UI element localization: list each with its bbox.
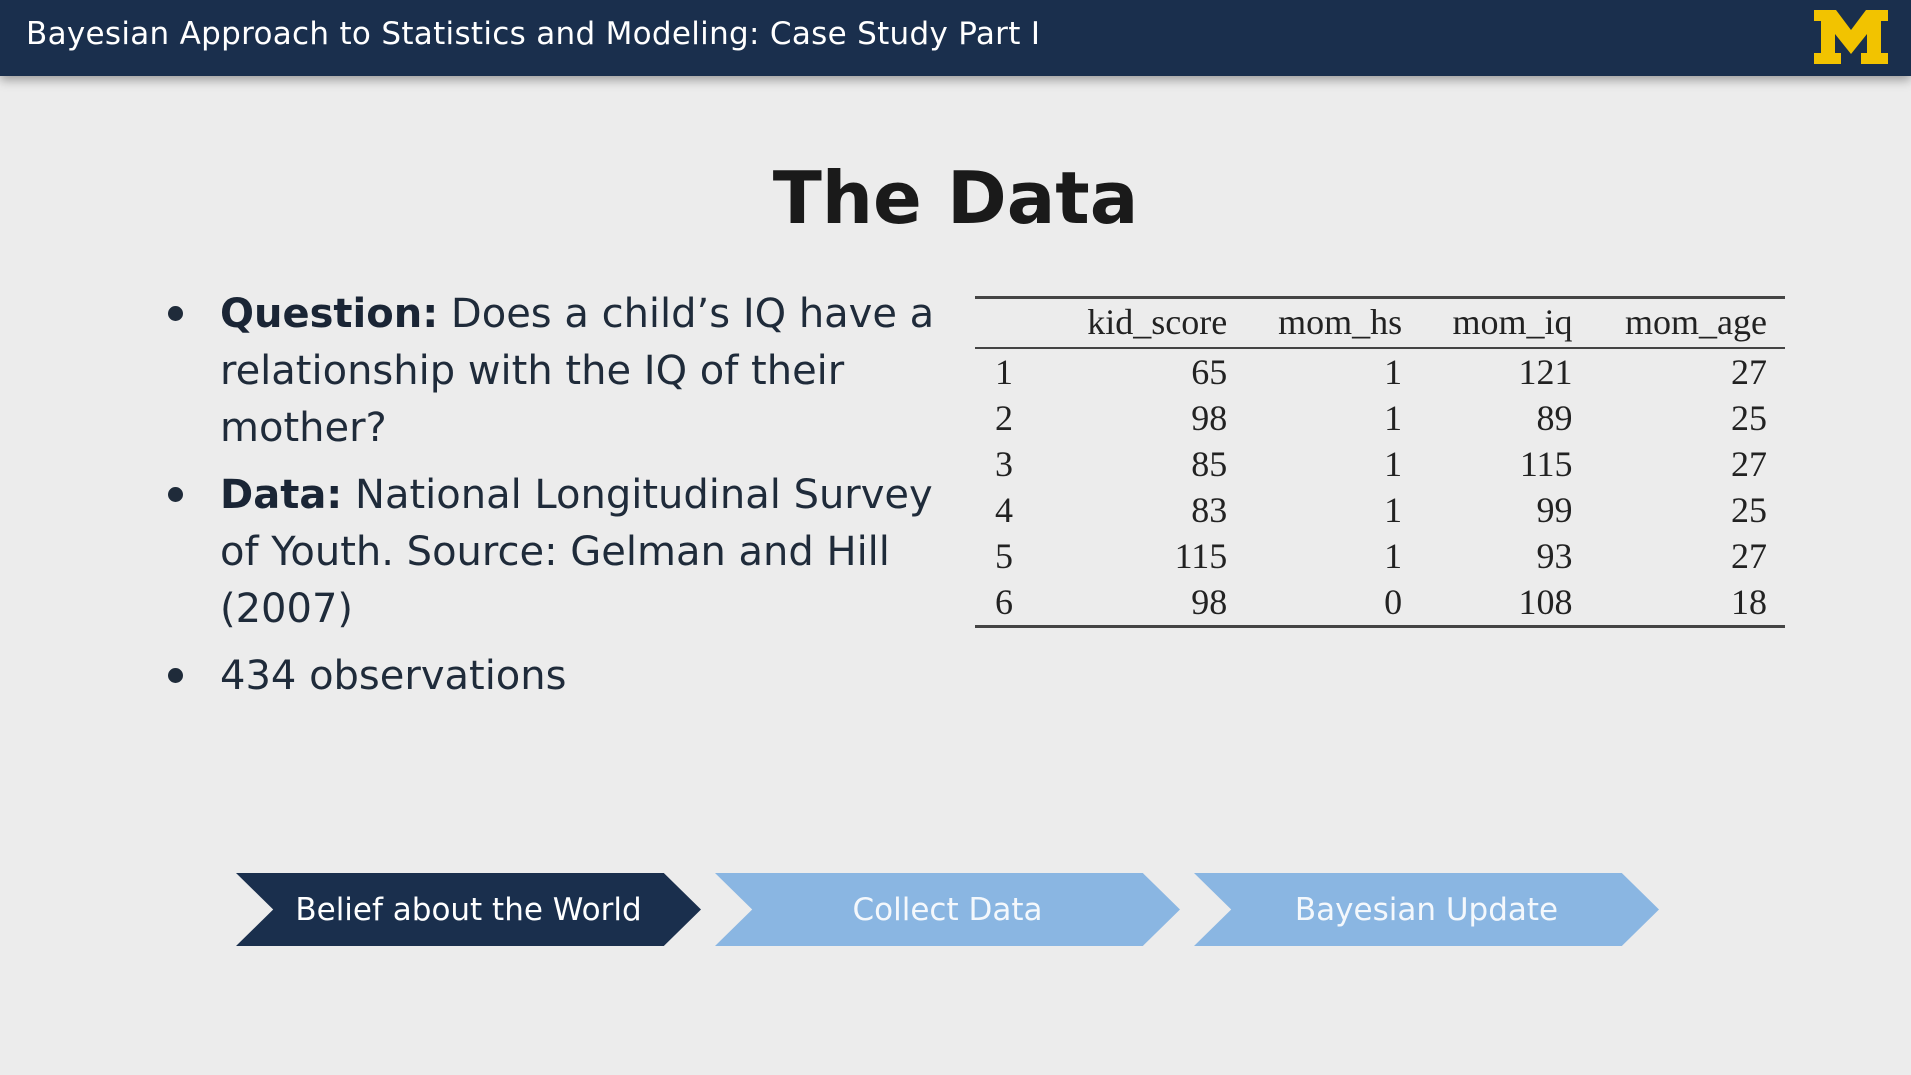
bullet-label: Data: [220,472,343,518]
table-cell: 99 [1536,490,1573,530]
table-cell: 85 [1191,444,1228,484]
table-cell: 108 [1518,582,1573,622]
bullet-text: Does a child’s IQ have a relationship wi… [220,291,935,451]
table-cell: 121 [1518,352,1573,392]
table-cell: 2 [995,398,1013,438]
table-cell: 3 [995,444,1013,484]
table-cell: 18 [1731,582,1767,622]
table-cell: 1 [995,352,1013,392]
table-cell: 25 [1731,398,1767,438]
slide-title: The Data [772,156,1139,240]
table-cell: 25 [1731,490,1767,530]
table-row: 5 115 1 93 27 [975,533,1785,579]
table-row: 3 85 1 115 27 [975,441,1785,487]
table-cell: 6 [995,582,1013,622]
table-cell: 1 [1384,398,1403,438]
process-step-bayesian-update: Bayesian Update [1194,873,1659,946]
data-table: kid_score mom_hs mom_iq mom_age 1 65 1 1… [975,296,1785,628]
table-header-row: kid_score mom_hs mom_iq mom_age [975,297,1785,349]
table-cell: 83 [1191,490,1228,530]
table-cell: 1 [1384,444,1403,484]
column-header: mom_iq [1420,297,1591,349]
table-cell: 1 [1384,536,1403,576]
table-cell: 98 [1191,398,1228,438]
table-cell: 65 [1191,352,1228,392]
table-cell: 27 [1731,536,1767,576]
bullet-dot-icon [168,487,183,502]
bullet-text: National Longitudinal Survey of Youth. S… [220,472,933,632]
column-header [975,297,1053,349]
bullet-label: Question: [220,291,439,337]
process-step-collect-data: Collect Data [715,873,1180,946]
table-cell: 93 [1536,536,1573,576]
column-header: mom_age [1590,297,1785,349]
table-row: 2 98 1 89 25 [975,395,1785,441]
bullet-dot-icon [168,668,183,683]
header-title: Bayesian Approach to Statistics and Mode… [26,16,1041,52]
process-step-belief: Belief about the World [236,873,701,946]
column-header: kid_score [1053,297,1246,349]
table-cell: 4 [995,490,1013,530]
bullet-observations: 434 observations [160,648,940,705]
table-cell: 1 [1384,352,1403,392]
table-row: 4 83 1 99 25 [975,487,1785,533]
university-logo-icon [1814,10,1888,64]
table-cell: 115 [1519,444,1573,484]
table-cell: 27 [1731,352,1767,392]
table-row: 1 65 1 121 27 [975,348,1785,395]
table-cell: 89 [1536,398,1573,438]
table-cell: 1 [1384,490,1403,530]
bullet-data: Data: National Longitudinal Survey of Yo… [160,467,940,638]
table-row: 6 98 0 108 18 [975,579,1785,627]
table-cell: 5 [995,536,1013,576]
bullet-dot-icon [168,306,183,321]
bullet-text: 434 observations [220,653,567,699]
bullet-question: Question: Does a child’s IQ have a relat… [160,286,940,457]
table-cell: 27 [1731,444,1767,484]
table-cell: 0 [1384,582,1403,622]
bullet-list: Question: Does a child’s IQ have a relat… [160,286,940,715]
header-bar: Bayesian Approach to Statistics and Mode… [0,0,1911,76]
table-cell: 115 [1174,536,1228,576]
column-header: mom_hs [1245,297,1421,349]
table-cell: 98 [1191,582,1228,622]
